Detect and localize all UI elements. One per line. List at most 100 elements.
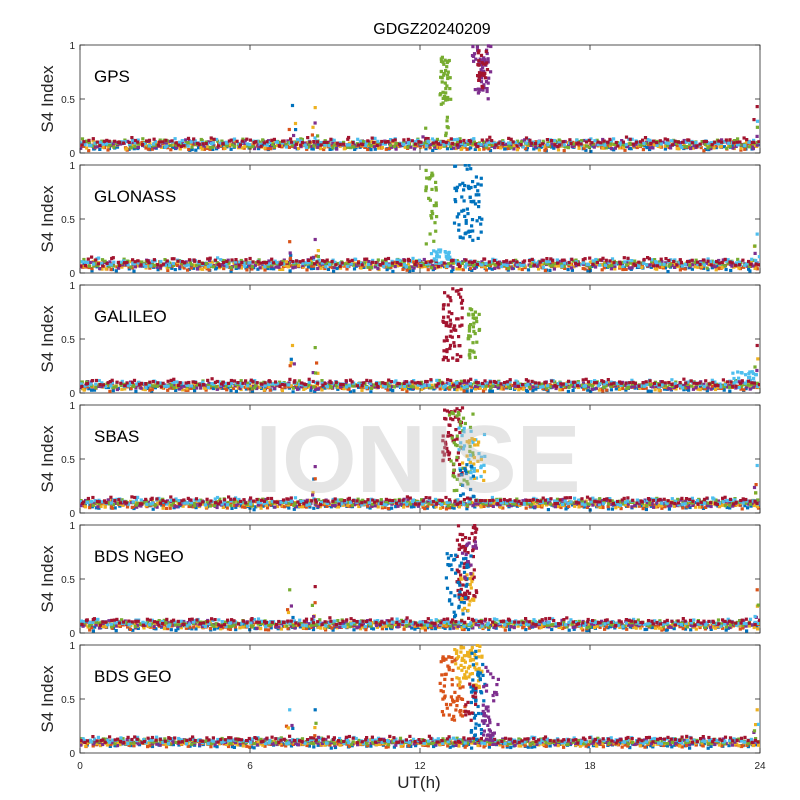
data-point [144,265,148,269]
data-point [569,141,573,146]
data-point [367,144,371,148]
data-point [360,388,364,392]
data-point [546,384,550,388]
data-point [517,143,521,147]
data-point [433,385,437,389]
data-point [384,262,388,266]
data-point [484,268,488,272]
data-point [342,140,346,144]
data-point [361,142,365,147]
data-point [490,267,494,271]
data-point [384,257,388,261]
data-point [517,141,521,145]
data-point [214,385,218,389]
data-point [429,386,433,390]
data-point [307,383,311,387]
data-point [618,387,622,391]
data-point [102,139,107,143]
data-point [259,261,263,265]
data-point [737,260,741,264]
data-point [669,139,673,143]
data-point [556,261,560,265]
data-point [225,506,229,510]
data-point [533,381,537,385]
data-point [669,146,673,150]
data-point [218,143,223,147]
data-point [644,380,648,384]
data-point-burst [473,332,477,336]
panel-name-0: GPS [94,67,130,86]
data-point [644,507,648,512]
data-point-burst [457,292,461,296]
data-point-burst [463,164,467,167]
data-point [152,258,156,262]
data-point [263,381,267,385]
data-point [297,379,301,383]
data-point [209,136,213,140]
data-point [748,145,752,149]
data-point [600,379,604,383]
data-point [370,386,374,390]
data-point [632,144,636,148]
data-point [639,504,643,508]
data-point [481,389,486,393]
data-point [97,256,101,260]
panel-frame [79,164,761,274]
data-point [489,503,493,507]
data-point [577,262,581,266]
data-point [82,140,86,144]
data-point [655,505,660,509]
data-point [191,266,195,270]
data-point [196,501,200,505]
data-point [265,143,269,147]
data-point [328,147,332,151]
data-point-spike [753,244,757,248]
data-point [376,267,380,271]
data-point [613,384,617,388]
data-point [340,261,344,265]
data-point [449,378,453,382]
data-point [430,383,434,387]
data-point [609,142,613,146]
data-point [142,382,146,386]
data-point [748,378,753,382]
data-point [109,263,113,267]
data-point [449,146,454,151]
data-point [166,379,170,383]
data-points [80,164,760,274]
data-point [570,266,574,270]
data-point [265,506,270,510]
data-point [648,147,652,152]
data-point [391,389,395,393]
data-point [719,385,723,389]
data-point [497,141,501,145]
data-point [374,382,378,386]
data-point [211,386,215,391]
data-point-burst [457,212,461,216]
data-point [347,262,351,266]
data-point [370,260,374,264]
data-point [425,380,429,384]
data-point-burst [483,71,487,75]
data-point-burst [429,214,433,218]
data-point [151,259,155,263]
data-point [745,264,750,268]
data-point [525,390,530,394]
data-point [678,144,682,148]
data-point [629,147,633,151]
data-point [488,135,492,139]
data-point [751,264,755,268]
data-point [685,380,689,384]
data-point [111,141,115,146]
data-point-burst [434,180,438,184]
data-point [595,138,599,142]
data-point [287,506,291,510]
data-point [479,142,483,147]
data-point [390,263,394,267]
data-point [701,258,705,262]
data-point [596,142,600,147]
data-point [710,143,714,147]
data-point [619,381,623,385]
data-point [248,143,252,147]
